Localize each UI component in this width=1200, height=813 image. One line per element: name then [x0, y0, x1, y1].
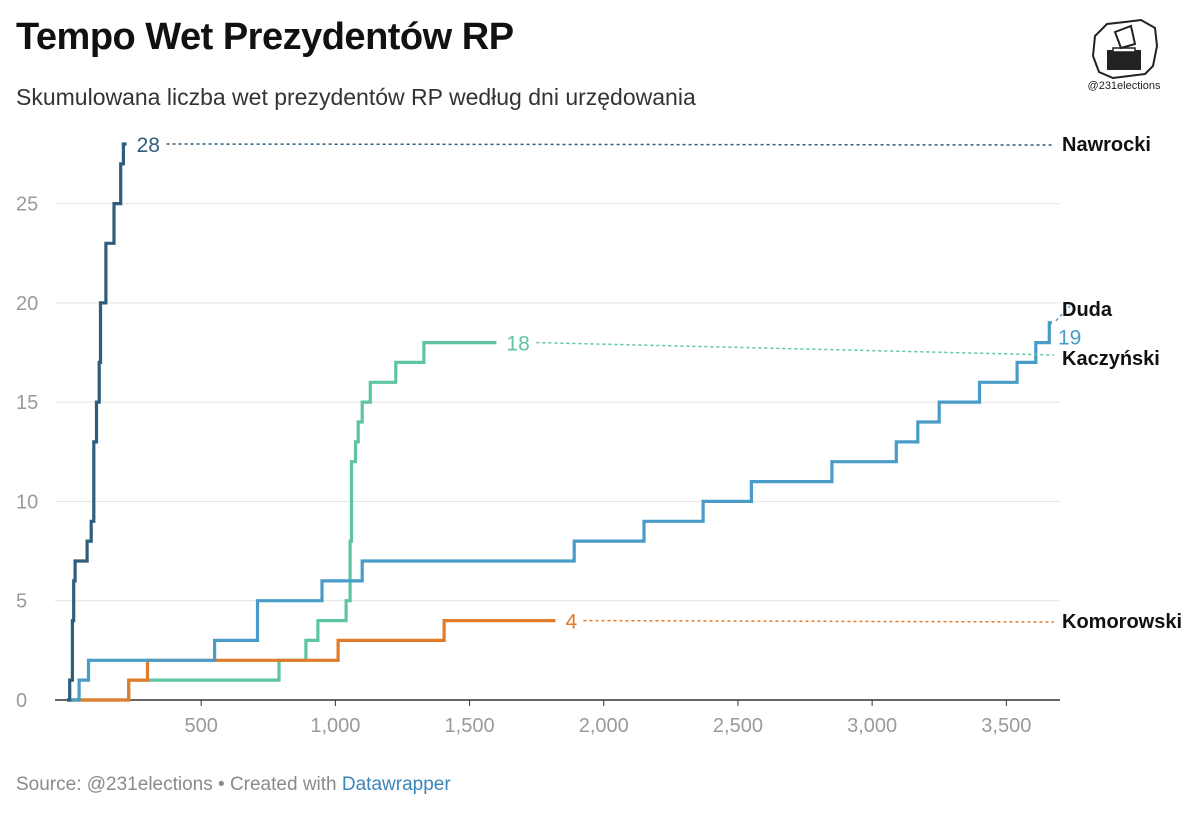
leader-line-komorowski	[583, 619, 1055, 623]
logo-handle: @231elections	[1087, 80, 1161, 92]
end-value-komorowski: 4	[565, 611, 577, 634]
series-line-kaczynski	[67, 341, 497, 702]
series-line-nawrocki	[67, 142, 127, 702]
leader-line-kaczynski	[536, 341, 1055, 356]
series-name-duda: Duda	[1062, 299, 1113, 321]
x-tick-label: 3,500	[981, 715, 1031, 737]
series-name-kaczynski: Kaczyński	[1062, 348, 1160, 370]
x-tick-label: 2,500	[713, 715, 763, 737]
x-tick-label: 1,500	[445, 715, 495, 737]
x-tick-label: 3,000	[847, 715, 897, 737]
series-line-duda	[67, 321, 1052, 702]
series-labels: 28 Nawrocki 19 Duda 18 Kaczyński 4 Komorowski	[137, 134, 1182, 634]
end-value-kaczynski: 18	[506, 333, 529, 356]
series-name-komorowski: Komorowski	[1062, 611, 1182, 633]
grid-lines	[55, 203, 1060, 701]
x-tick-label: 2,000	[579, 715, 629, 737]
datawrapper-link[interactable]: Datawrapper	[341, 774, 451, 795]
footer-source: Source: @231elections • Created with Dat…	[16, 774, 451, 796]
footer-source-text: Source: @231elections • Created with	[16, 774, 342, 795]
y-tick-label: 5	[16, 591, 27, 613]
end-value-nawrocki: 28	[137, 134, 160, 157]
x-tick-label: 1,000	[310, 715, 360, 737]
ballot-box-poland-map-icon	[1091, 18, 1159, 80]
chart-title: Tempo Wet Prezydentów RP	[16, 16, 514, 58]
y-tick-label: 25	[16, 194, 38, 216]
series-line-komorowski	[67, 619, 556, 702]
chart-subtitle: Skumulowana liczba wet prezydentów RP we…	[16, 84, 696, 110]
leader-line-nawrocki	[166, 143, 1055, 146]
y-tick-label: 20	[16, 293, 38, 315]
series-lines	[67, 142, 1052, 702]
y-tick-label: 15	[16, 392, 38, 414]
x-axis-ticks: 500 1,000 1,500 2,000 2,500 3,000 3,500	[185, 700, 1031, 737]
y-tick-label: 10	[16, 491, 38, 513]
x-tick-label: 500	[185, 715, 218, 737]
y-tick-label: 0	[16, 690, 27, 712]
series-name-nawrocki: Nawrocki	[1062, 134, 1151, 156]
y-axis-ticks: 0 5 10 15 20 25	[16, 194, 38, 712]
end-value-duda: 19	[1058, 327, 1081, 350]
